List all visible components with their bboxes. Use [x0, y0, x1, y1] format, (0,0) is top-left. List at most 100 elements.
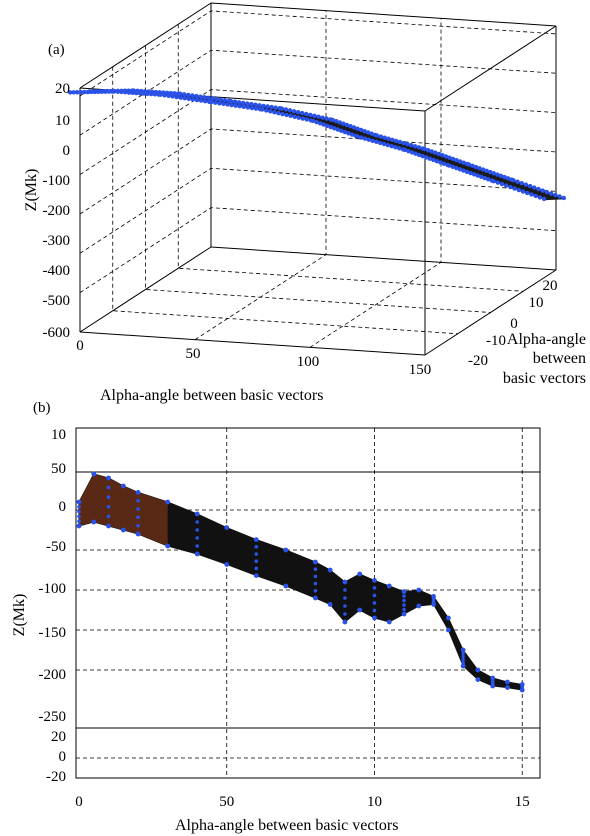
data-point: [106, 523, 111, 529]
data-point: [190, 97, 196, 102]
data-point: [261, 103, 266, 109]
data-point: [254, 545, 259, 549]
x-tick-label: 100: [297, 354, 320, 370]
panel-b-y-axis-label: Z(Mk): [11, 594, 28, 637]
data-point: [402, 607, 406, 612]
y-tick-label: 0: [59, 499, 67, 515]
grid-line: [79, 207, 557, 293]
data-point: [402, 603, 406, 607]
data-point: [495, 180, 501, 185]
data-point: [312, 595, 318, 601]
data-point: [335, 127, 341, 132]
y-tick-label: 10: [529, 295, 544, 311]
data-point: [77, 509, 81, 514]
data-point: [136, 515, 140, 520]
data-point: [471, 172, 477, 177]
data-point: [254, 559, 259, 563]
x-tick-label: 50: [219, 794, 234, 810]
data-point: [461, 168, 466, 173]
data-point: [343, 588, 347, 592]
data-point: [488, 169, 493, 175]
data-point: [190, 93, 195, 98]
data-point: [355, 134, 360, 139]
data-point: [123, 90, 128, 95]
data-point: [533, 193, 538, 199]
data-point: [447, 155, 452, 160]
data-point: [548, 191, 554, 196]
data-point: [152, 92, 158, 97]
data-point: [162, 93, 167, 98]
data-point: [272, 110, 277, 115]
data-point: [304, 111, 309, 117]
grid-line: [112, 66, 458, 335]
data-point: [136, 523, 140, 528]
data-point: [106, 485, 111, 490]
data-point: [137, 91, 143, 96]
data-point: [245, 101, 250, 106]
panel-b-lower-y-ticks: 20 0 -20: [46, 729, 66, 785]
x-tick-label: 10: [367, 794, 382, 810]
data-point: [475, 667, 481, 673]
x-tick-label: 50: [186, 346, 201, 362]
panel-b-y-ticks: 10 50 0 -50 -100 -150 -200 -250: [39, 427, 67, 725]
data-point: [89, 89, 94, 95]
z-tick-label: 0: [63, 143, 71, 159]
data-point: [427, 156, 432, 161]
data-point: [291, 109, 297, 114]
data-point: [464, 169, 470, 174]
data-point: [372, 615, 377, 621]
data-point: [508, 184, 513, 190]
data-point: [505, 679, 510, 685]
data-point: [130, 90, 135, 95]
data-point: [310, 118, 316, 124]
panel-a-z-axis-label: Z(Mk): [23, 169, 40, 212]
data-point: [434, 158, 440, 164]
data-point: [461, 657, 465, 662]
data-point: [457, 159, 463, 164]
data-point: [386, 619, 392, 625]
grid-line: [79, 167, 557, 254]
panel-b-grid: [76, 428, 540, 779]
grid-line: [309, 18, 442, 348]
data-point: [178, 95, 183, 100]
data-point: [512, 186, 517, 191]
data-point: [313, 581, 318, 586]
data-point: [111, 89, 117, 94]
data-point: [224, 525, 230, 530]
y-tick-label: 10: [51, 427, 66, 443]
data-point: [194, 97, 200, 103]
data-point: [402, 598, 406, 603]
data-point: [304, 117, 310, 122]
panel-a-grid: [79, 10, 557, 348]
data-point: [416, 587, 422, 593]
data-point: [540, 188, 545, 193]
z-tick-label: -300: [43, 233, 71, 249]
data-point: [343, 604, 347, 608]
data-point: [237, 104, 242, 109]
data-point: [273, 105, 278, 110]
data-point: [195, 536, 199, 540]
panel-b-x-ticks: 0 50 10 15: [75, 794, 529, 810]
data-point: [541, 196, 547, 202]
data-point: [502, 174, 507, 180]
data-point: [372, 586, 377, 590]
data-point: [313, 567, 318, 571]
data-point: [461, 651, 465, 655]
panel-a-y-axis-label-line2: between: [533, 350, 586, 367]
data-point: [181, 92, 187, 97]
z-tick-label: -600: [43, 325, 71, 341]
data-point: [165, 543, 171, 549]
data-point: [454, 158, 459, 163]
data-point: [339, 128, 344, 134]
data-point: [279, 106, 285, 111]
data-point: [389, 143, 394, 149]
data-point: [422, 146, 427, 152]
data-point: [480, 167, 486, 172]
data-point: [475, 677, 481, 682]
data-point: [253, 102, 258, 107]
data-point: [91, 471, 97, 477]
data-point: [134, 90, 139, 96]
data-point: [254, 552, 259, 556]
data-point: [99, 89, 105, 94]
